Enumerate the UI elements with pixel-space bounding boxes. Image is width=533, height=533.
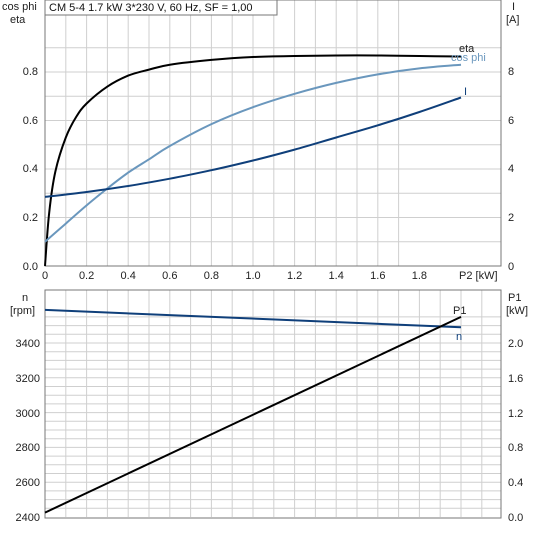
top-left-tick-label: 0.8 [23, 66, 38, 78]
top-left-tick-label: 0.4 [23, 163, 38, 175]
series-line-eta [44, 54, 462, 267]
top-plot-frame [44, 0, 502, 267]
series-line-i [44, 96, 462, 198]
top-right-axis-label-line1: I [512, 1, 515, 13]
top-right-tick-label: 6 [508, 115, 514, 127]
x-tick-label: 1.0 [245, 270, 260, 282]
series-label-p1: P1 [453, 305, 466, 317]
bottom-right-tick-label: 1.2 [508, 408, 523, 420]
bottom-right-axis-label-line2: [kW] [506, 305, 528, 317]
top-grid [45, 0, 501, 266]
bottom-right-axis-label-line1: P1 [508, 292, 521, 304]
bottom-right-tick-label: 0.0 [508, 512, 523, 524]
bottom-left-tick-label: 2800 [16, 442, 40, 454]
series-line-n [44, 308, 462, 329]
bottom-right-tick-label: 0.4 [508, 477, 523, 489]
x-tick-label: 0.6 [162, 270, 177, 282]
top-left-axis-label-line1: cos phi [2, 1, 37, 13]
bottom-left-tick-label: 2600 [16, 477, 40, 489]
bottom-right-tick-label: 1.6 [508, 373, 523, 385]
top-right-tick-label: 4 [508, 163, 514, 175]
x-tick-label: 1.6 [370, 270, 385, 282]
top-left-tick-label: 0.0 [23, 261, 38, 273]
bottom-left-axis-label-line1: n [22, 292, 28, 304]
bottom-right-tick-label: 2.0 [508, 338, 523, 350]
x-tick-label: 1.2 [287, 270, 302, 282]
top-right-tick-label: 2 [508, 212, 514, 224]
bottom-left-tick-label: 3000 [16, 408, 40, 420]
bottom-left-tick-label: 2400 [16, 512, 40, 524]
bottom-series-layer [44, 308, 462, 514]
top-left-tick-label: 0.2 [23, 212, 38, 224]
bottom-grid [45, 290, 501, 517]
bottom-panel: n [rpm] P1 [kW] 2400 2600 2800 3000 3200… [10, 289, 528, 524]
series-label-speed: n [456, 331, 462, 343]
top-series-layer [44, 54, 462, 267]
top-left-axis-label-line2: eta [10, 14, 26, 26]
series-line-p1 [44, 315, 462, 514]
x-tick-label: 1.4 [329, 270, 344, 282]
bottom-plot-frame [44, 289, 502, 519]
x-axis-label: P2 [kW] [459, 270, 498, 282]
x-tick-label: 0 [42, 270, 48, 282]
x-tick-label: 0.2 [79, 270, 94, 282]
series-label-eta: eta [459, 43, 475, 55]
top-right-tick-label: 8 [508, 66, 514, 78]
series-label-current: I [464, 86, 467, 98]
series-label-cos-phi: cos phi [451, 52, 486, 64]
top-left-tick-label: 0.6 [23, 115, 38, 127]
top-right-tick-label: 0 [508, 261, 514, 273]
x-tick-label: 1.8 [412, 270, 427, 282]
bottom-right-tick-label: 0.8 [508, 442, 523, 454]
top-panel: CM 5-4 1.7 kW 3*230 V, 60 Hz, SF = 1,00 … [2, 0, 519, 282]
bottom-left-axis-label-line2: [rpm] [10, 305, 35, 317]
bottom-left-tick-label: 3400 [16, 338, 40, 350]
x-tick-label: 0.8 [204, 270, 219, 282]
chart-title: CM 5-4 1.7 kW 3*230 V, 60 Hz, SF = 1,00 [49, 2, 253, 14]
title-box [44, 0, 278, 16]
x-tick-label: 0.4 [121, 270, 136, 282]
bottom-left-tick-label: 3200 [16, 373, 40, 385]
top-right-axis-label-line2: [A] [506, 14, 519, 26]
series-line-cos-phi [44, 63, 462, 243]
